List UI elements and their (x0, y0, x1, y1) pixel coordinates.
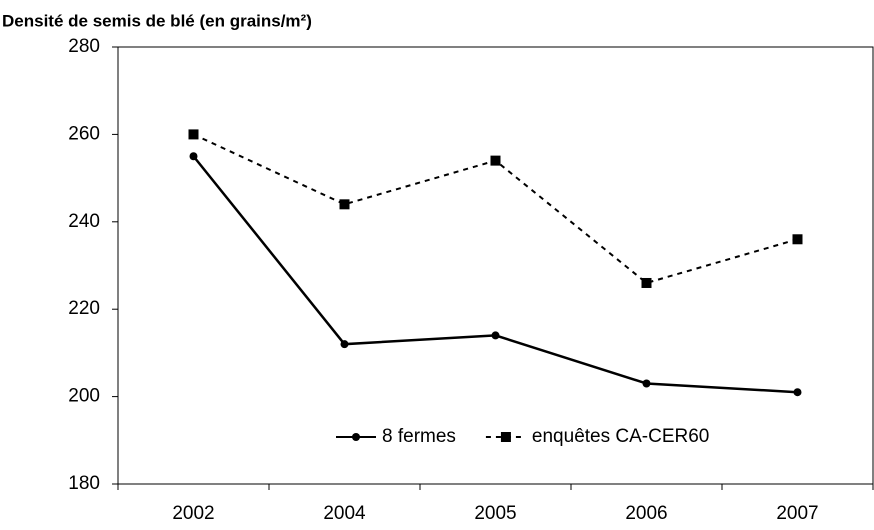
marker (340, 340, 349, 349)
x-tick-label: 2002 (172, 503, 214, 524)
legend-label: 8 fermes (382, 426, 456, 447)
x-tick-label: 2006 (625, 503, 667, 524)
marker (490, 155, 501, 166)
legend-marker (352, 433, 360, 441)
x-tick-label: 2004 (323, 503, 366, 524)
x-tick-label: 2005 (474, 503, 516, 524)
legend-marker (500, 432, 511, 442)
marker (642, 379, 651, 388)
x-tick-label: 2007 (776, 503, 818, 524)
y-tick-label: 200 (68, 386, 100, 407)
series-line (192, 155, 798, 394)
marker (792, 234, 803, 245)
y-tick-label: 240 (68, 211, 100, 232)
y-tick-label: 180 (68, 473, 100, 494)
marker (641, 277, 652, 288)
marker (188, 129, 199, 140)
chart-title: Densité de semis de blé (en grains/m²) (2, 11, 312, 30)
y-tick-label: 260 (68, 123, 100, 144)
plot-frame (117, 46, 874, 485)
y-tick-label: 280 (68, 36, 100, 57)
marker (339, 199, 350, 210)
legend-label: enquêtes CA-CER60 (532, 426, 709, 447)
marker (189, 152, 198, 161)
y-tick-label: 220 (68, 298, 100, 319)
marker (793, 388, 802, 397)
marker (491, 331, 500, 340)
